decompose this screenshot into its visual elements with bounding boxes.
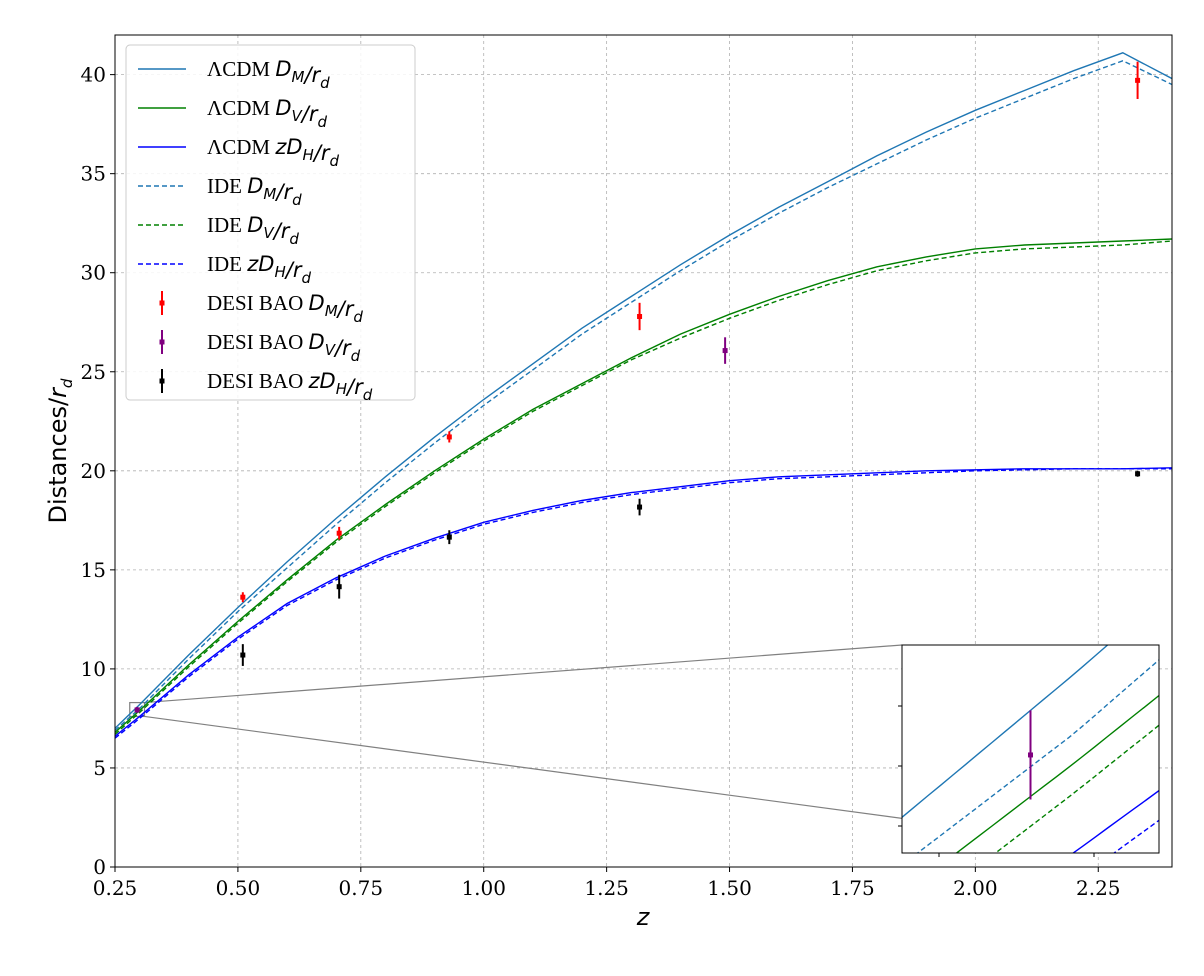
series-line-4 [115, 240, 1172, 735]
y-tick-label: 40 [81, 63, 106, 87]
series-line-0 [115, 52, 1172, 729]
x-axis-label: z [636, 903, 651, 931]
data-points [134, 61, 1141, 713]
legend-label: ΛCDM DM/rd [207, 57, 330, 92]
data-point [446, 534, 452, 540]
zoom-connector [144, 644, 903, 704]
y-tick-label: 15 [81, 558, 106, 582]
inset-series-line-4 [994, 724, 1159, 853]
legend: ΛCDM DM/rd ΛCDM DV/rd ΛCDM zDH/rd IDE DM/rd… [125, 44, 416, 404]
inset-series-line-2 [1072, 790, 1159, 853]
y-tick-label: 25 [81, 360, 106, 384]
plot-frame [114, 34, 1173, 868]
x-tick-label: 0.75 [339, 876, 384, 900]
data-point [336, 530, 342, 536]
data-point [1135, 77, 1141, 83]
data-point [336, 584, 342, 590]
y-tick-label: 10 [81, 657, 106, 681]
zoom-region-box [129, 701, 146, 718]
x-tick-label: 2.25 [1076, 876, 1121, 900]
x-tick-label: 0.25 [93, 876, 138, 900]
series-line-2 [115, 467, 1172, 737]
legend-label: ΛCDM zDH/rd [207, 135, 340, 170]
data-point [240, 652, 246, 658]
legend-label: IDE DV/rd [207, 213, 299, 248]
inset-frame [901, 644, 1160, 854]
legend-box [125, 44, 416, 401]
x-tick-label: 1.00 [461, 876, 506, 900]
y-tick-label: 0 [93, 855, 106, 879]
legend-swatch-marker [159, 339, 165, 345]
x-tick-label: 1.75 [830, 876, 875, 900]
data-point [637, 504, 643, 510]
data-point [1135, 471, 1141, 477]
series-line-3 [115, 60, 1172, 731]
x-tick-label: 1.25 [584, 876, 629, 900]
x-tick-label: 1.50 [707, 876, 752, 900]
x-tick-label: 2.00 [953, 876, 998, 900]
legend-swatch-marker [159, 300, 165, 306]
legend-label: DESI BAO DM/rd [207, 291, 363, 326]
legend-label: IDE DM/rd [207, 174, 302, 209]
inset-data-point [1028, 752, 1033, 758]
data-point [446, 434, 452, 440]
y-tick-label: 35 [81, 162, 106, 186]
data-point [722, 348, 728, 354]
axis-ticks: 0.25 0.50 0.75 1.00 1.25 1.50 1.75 2.00 2.25 0 5 10… [81, 63, 1121, 900]
legend-label: ΛCDM DV/rd [207, 96, 327, 131]
x-tick-label: 0.50 [216, 876, 261, 900]
y-tick-label: 20 [81, 459, 106, 483]
legend-label: DESI BAO zDH/rd [207, 369, 373, 404]
legend-swatch-marker [159, 378, 165, 384]
inset-series [902, 645, 1159, 853]
y-tick-label: 30 [81, 261, 106, 285]
legend-label: DESI BAO DV/rd [207, 330, 361, 365]
data-point [637, 313, 643, 319]
zoom-inset [898, 644, 1160, 857]
series-line-1 [115, 238, 1172, 733]
legend-label: IDE zDH/rd [207, 252, 311, 287]
data-point [134, 707, 140, 713]
y-tick-label: 5 [93, 756, 106, 780]
y-axis-label: Distances/rd [44, 378, 76, 523]
data-point [240, 594, 246, 600]
series-lines [115, 52, 1172, 739]
